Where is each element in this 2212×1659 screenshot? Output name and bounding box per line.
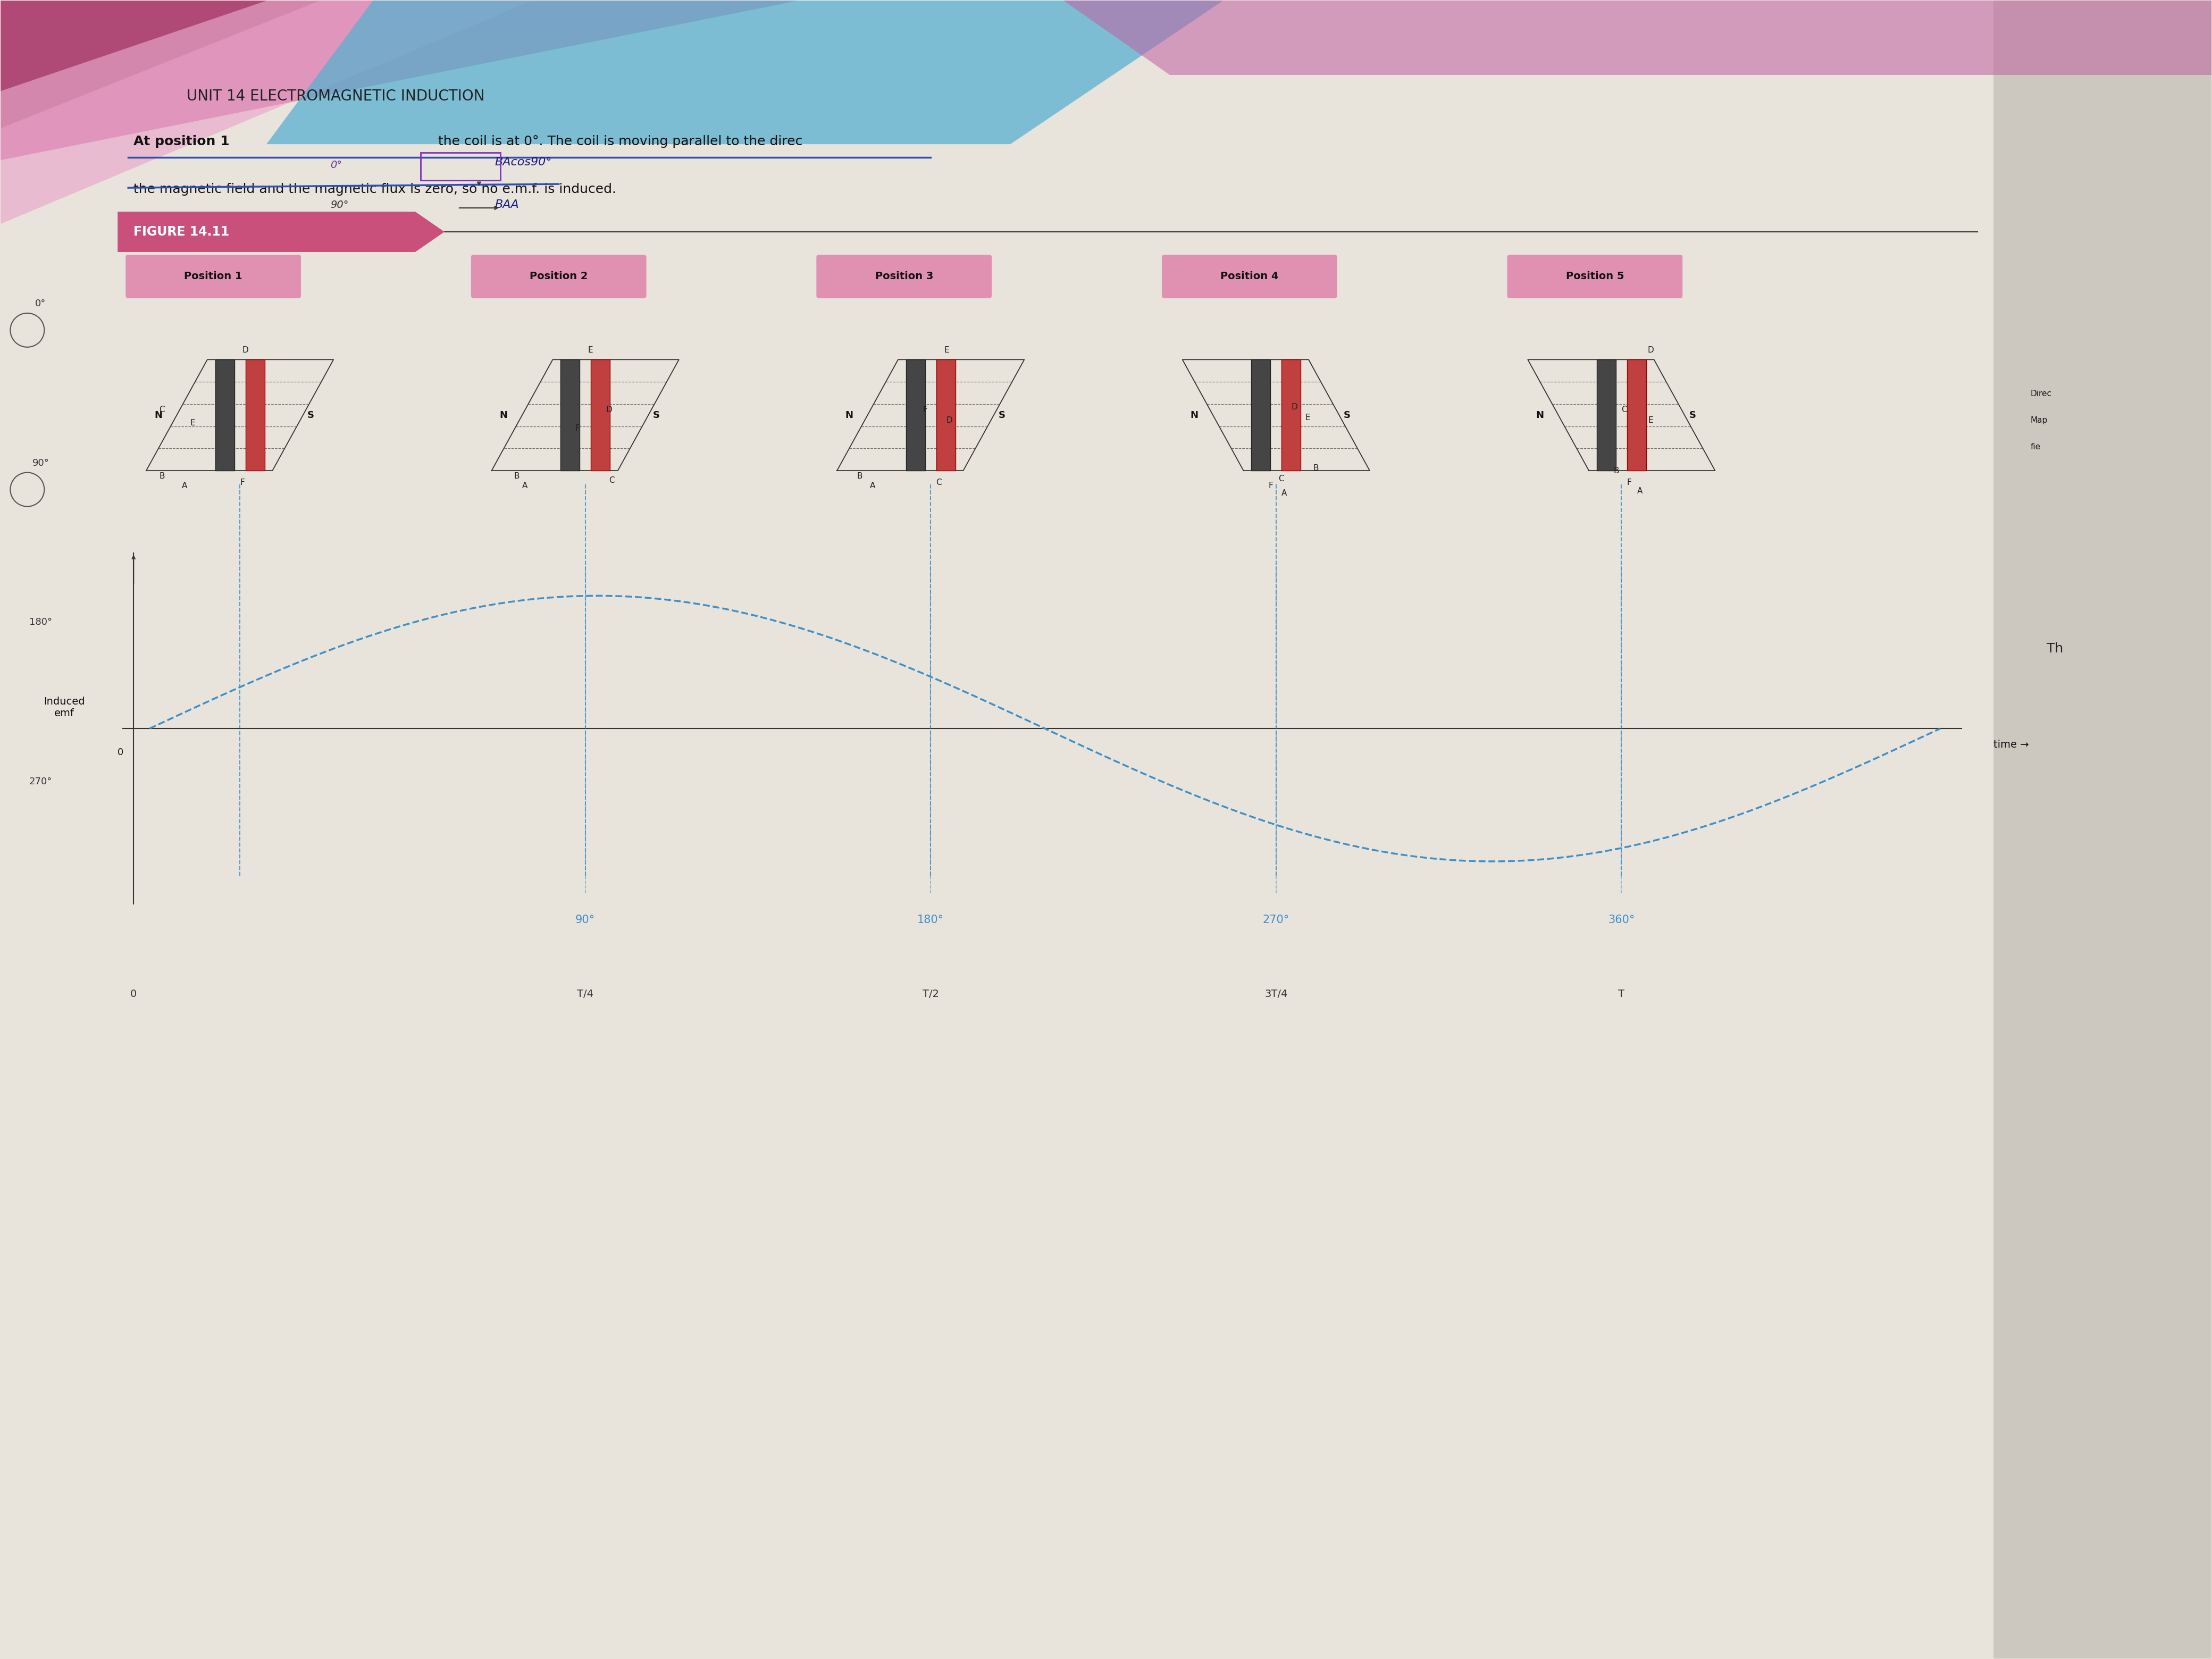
Bar xyxy=(907,360,925,471)
Text: C: C xyxy=(936,478,942,486)
Text: 0: 0 xyxy=(131,989,137,999)
FancyBboxPatch shape xyxy=(1161,255,1336,299)
Text: S: S xyxy=(1690,410,1697,420)
Text: B: B xyxy=(513,471,520,479)
Text: F: F xyxy=(241,478,246,486)
Text: A: A xyxy=(181,481,188,489)
Polygon shape xyxy=(0,0,799,161)
Text: Position 5: Position 5 xyxy=(1566,272,1624,282)
Text: 0°: 0° xyxy=(35,299,46,309)
Text: F: F xyxy=(575,425,580,433)
Text: Position 2: Position 2 xyxy=(529,272,588,282)
Bar xyxy=(1597,360,1617,471)
Bar xyxy=(1628,360,1646,471)
Text: C: C xyxy=(608,476,615,484)
Text: 360°: 360° xyxy=(1608,914,1635,926)
Bar xyxy=(215,360,234,471)
Text: Th: Th xyxy=(2046,642,2064,655)
Bar xyxy=(420,153,500,181)
Text: Map: Map xyxy=(2031,416,2048,425)
Text: 90°: 90° xyxy=(33,458,49,468)
Polygon shape xyxy=(0,0,265,91)
Polygon shape xyxy=(1064,0,2212,75)
Text: S: S xyxy=(998,410,1004,420)
FancyBboxPatch shape xyxy=(126,255,301,299)
Text: F: F xyxy=(922,406,927,413)
Text: Position 3: Position 3 xyxy=(876,272,933,282)
Text: BAA: BAA xyxy=(495,199,520,211)
Text: C: C xyxy=(1621,406,1626,413)
Text: N: N xyxy=(845,410,854,420)
Bar xyxy=(246,360,265,471)
Text: N: N xyxy=(1190,410,1199,420)
Text: Position 1: Position 1 xyxy=(184,272,243,282)
FancyBboxPatch shape xyxy=(1506,255,1683,299)
Text: E: E xyxy=(945,347,949,353)
Text: the coil is at 0°. The coil is moving parallel to the direc: the coil is at 0°. The coil is moving pa… xyxy=(434,134,803,148)
Text: 180°: 180° xyxy=(918,914,945,926)
Text: B: B xyxy=(1314,465,1318,471)
Text: Induced
emf: Induced emf xyxy=(44,697,84,718)
Bar xyxy=(1252,360,1270,471)
FancyBboxPatch shape xyxy=(816,255,991,299)
Text: C: C xyxy=(1279,474,1285,483)
Text: T/4: T/4 xyxy=(577,989,593,999)
Text: N: N xyxy=(1535,410,1544,420)
Text: F: F xyxy=(1267,481,1274,489)
Text: E: E xyxy=(588,347,593,353)
Text: D: D xyxy=(1648,347,1655,353)
Bar xyxy=(591,360,611,471)
Bar xyxy=(936,360,956,471)
Text: E: E xyxy=(1648,416,1652,425)
Text: B: B xyxy=(1613,466,1619,474)
Bar xyxy=(1993,0,2212,1659)
Text: B: B xyxy=(856,471,863,479)
Text: Position 4: Position 4 xyxy=(1221,272,1279,282)
Text: N: N xyxy=(155,410,161,420)
Text: 270°: 270° xyxy=(1263,914,1290,926)
Text: N: N xyxy=(500,410,507,420)
Text: C: C xyxy=(159,406,164,413)
Text: 0°: 0° xyxy=(330,161,343,171)
Polygon shape xyxy=(265,0,1223,144)
Text: F: F xyxy=(1628,478,1632,486)
Bar xyxy=(1281,360,1301,471)
Text: BAcos90°: BAcos90° xyxy=(495,158,553,168)
Text: A: A xyxy=(1281,489,1287,498)
Text: T/2: T/2 xyxy=(922,989,938,999)
Text: D: D xyxy=(606,406,613,413)
Text: Direc: Direc xyxy=(2031,390,2053,398)
Text: A: A xyxy=(1637,486,1644,494)
Text: FIGURE 14.11: FIGURE 14.11 xyxy=(133,226,230,239)
Text: fie: fie xyxy=(2031,443,2042,451)
Text: 270°: 270° xyxy=(29,776,53,786)
Text: A: A xyxy=(522,481,529,489)
Text: D: D xyxy=(1292,403,1298,411)
Text: S: S xyxy=(1343,410,1352,420)
Bar xyxy=(560,360,580,471)
Text: S: S xyxy=(307,410,314,420)
Text: 180°: 180° xyxy=(29,617,53,627)
Text: 0: 0 xyxy=(117,748,124,757)
FancyBboxPatch shape xyxy=(471,255,646,299)
Text: E: E xyxy=(190,420,195,426)
Text: 90°: 90° xyxy=(330,201,349,211)
Text: D: D xyxy=(947,416,953,425)
Text: UNIT 14 ELECTROMAGNETIC INDUCTION: UNIT 14 ELECTROMAGNETIC INDUCTION xyxy=(186,90,484,105)
Text: A: A xyxy=(869,481,876,489)
Text: the magnetic field and the magnetic flux is zero, so no e.m.f. is induced.: the magnetic field and the magnetic flux… xyxy=(133,182,617,196)
Text: At position 1: At position 1 xyxy=(133,134,230,148)
Text: S: S xyxy=(653,410,659,420)
Polygon shape xyxy=(117,212,445,252)
Text: D: D xyxy=(241,347,248,353)
Text: 3T/4: 3T/4 xyxy=(1265,989,1287,999)
Text: T: T xyxy=(1619,989,1624,999)
Text: 90°: 90° xyxy=(575,914,595,926)
Text: time →: time → xyxy=(1993,740,2028,750)
Polygon shape xyxy=(0,0,533,224)
Text: B: B xyxy=(159,471,164,479)
Text: E: E xyxy=(1305,413,1310,421)
